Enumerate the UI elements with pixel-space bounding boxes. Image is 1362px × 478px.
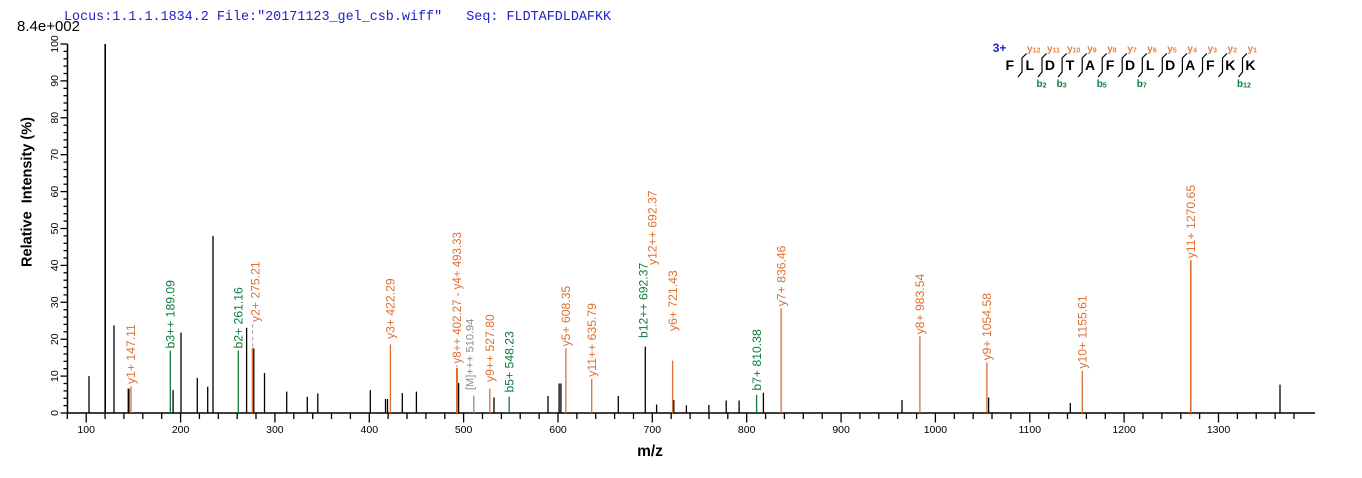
svg-text:K: K (1245, 57, 1255, 73)
svg-text:400: 400 (361, 424, 379, 436)
svg-text:y5+ 608.35: y5+ 608.35 (559, 286, 573, 347)
svg-text:Relative Intensity (%): Relative Intensity (%) (20, 117, 36, 267)
svg-text:Locus:1.1.1.1834.2 File:"20171: Locus:1.1.1.1834.2 File:"20171123_gel_cs… (64, 10, 612, 25)
svg-text:y6+ 721.43: y6+ 721.43 (666, 270, 680, 331)
svg-text:b5+ 548.23: b5+ 548.23 (502, 331, 516, 393)
svg-text:T: T (1066, 57, 1075, 73)
svg-text:b2+ 261.16: b2+ 261.16 (232, 287, 246, 349)
svg-text:300: 300 (266, 424, 284, 436)
svg-text:20: 20 (49, 333, 61, 345)
svg-text:500: 500 (455, 424, 473, 436)
svg-text:y9: y9 (1087, 44, 1097, 55)
svg-text:b3: b3 (1057, 79, 1067, 90)
svg-text:y8++ 402.27 - y4+ 493.33: y8++ 402.27 - y4+ 493.33 (452, 232, 464, 363)
svg-text:b3++ 189.09: b3++ 189.09 (164, 280, 178, 349)
svg-text:y2: y2 (1228, 44, 1238, 55)
svg-text:D: D (1125, 57, 1135, 73)
svg-text:3+: 3+ (993, 41, 1007, 55)
svg-text:y9++ 527.80: y9++ 527.80 (483, 314, 497, 382)
svg-text:y3+ 422.29: y3+ 422.29 (384, 278, 398, 339)
svg-text:y11+ 1270.65: y11+ 1270.65 (1184, 185, 1198, 259)
svg-text:900: 900 (832, 424, 850, 436)
svg-text:70: 70 (49, 149, 61, 161)
svg-text:y12++ 692.37: y12++ 692.37 (646, 190, 660, 265)
svg-text:100: 100 (49, 35, 61, 53)
svg-text:y7+ 836.46: y7+ 836.46 (774, 245, 788, 306)
svg-text:y5: y5 (1167, 44, 1177, 55)
svg-text:b5: b5 (1097, 79, 1107, 90)
svg-text:40: 40 (49, 259, 61, 271)
svg-text:100: 100 (77, 424, 95, 436)
svg-text:b12: b12 (1237, 79, 1251, 90)
svg-text:b7: b7 (1137, 79, 1147, 90)
svg-text:y12: y12 (1027, 44, 1040, 55)
svg-text:y4: y4 (1187, 44, 1197, 55)
svg-text:A: A (1185, 57, 1195, 73)
svg-text:D: D (1165, 57, 1175, 73)
svg-text:L: L (1026, 57, 1035, 73)
svg-text:b2: b2 (1037, 79, 1047, 90)
svg-text:y11: y11 (1047, 44, 1060, 55)
svg-text:y2+ 275.21: y2+ 275.21 (249, 261, 263, 322)
svg-text:800: 800 (738, 424, 756, 436)
svg-text:A: A (1085, 57, 1095, 73)
svg-text:8.4e+002: 8.4e+002 (17, 18, 80, 35)
svg-text:50: 50 (49, 223, 61, 235)
svg-text:m/z: m/z (637, 443, 663, 460)
svg-text:b7+ 810.38: b7+ 810.38 (750, 329, 764, 391)
svg-text:60: 60 (49, 186, 61, 198)
svg-text:600: 600 (549, 424, 567, 436)
svg-text:1300: 1300 (1207, 424, 1231, 436)
svg-text:1200: 1200 (1112, 424, 1136, 436)
svg-text:F: F (1006, 57, 1015, 73)
svg-text:y10+ 1155.61: y10+ 1155.61 (1076, 295, 1090, 369)
svg-text:y10: y10 (1067, 44, 1080, 55)
svg-text:y9+ 1054.58: y9+ 1054.58 (980, 293, 994, 361)
svg-text:90: 90 (49, 75, 61, 87)
svg-text:b12++ 692.37: b12++ 692.37 (637, 263, 651, 338)
svg-text:y7: y7 (1127, 44, 1137, 55)
svg-text:y1: y1 (1248, 44, 1258, 55)
svg-text:10: 10 (49, 370, 61, 382)
svg-text:80: 80 (49, 112, 61, 124)
svg-text:1100: 1100 (1019, 424, 1042, 436)
svg-text:y3: y3 (1208, 44, 1218, 55)
svg-text:[M]+++ 510.94: [M]+++ 510.94 (465, 319, 477, 390)
svg-text:y6: y6 (1147, 44, 1157, 55)
svg-text:L: L (1146, 57, 1155, 73)
svg-text:y11++ 635.79: y11++ 635.79 (585, 303, 599, 377)
svg-text:700: 700 (644, 424, 662, 436)
svg-text:F: F (1106, 57, 1115, 73)
svg-text:0: 0 (49, 410, 61, 416)
svg-text:y1+ 147.11: y1+ 147.11 (124, 324, 138, 384)
svg-text:1000: 1000 (924, 424, 948, 436)
svg-text:y8: y8 (1107, 44, 1117, 55)
svg-text:200: 200 (172, 424, 190, 436)
svg-text:K: K (1225, 57, 1235, 73)
svg-text:y8+ 983.54: y8+ 983.54 (913, 274, 927, 335)
svg-text:30: 30 (49, 296, 61, 308)
svg-text:F: F (1206, 57, 1215, 73)
svg-text:D: D (1045, 57, 1055, 73)
